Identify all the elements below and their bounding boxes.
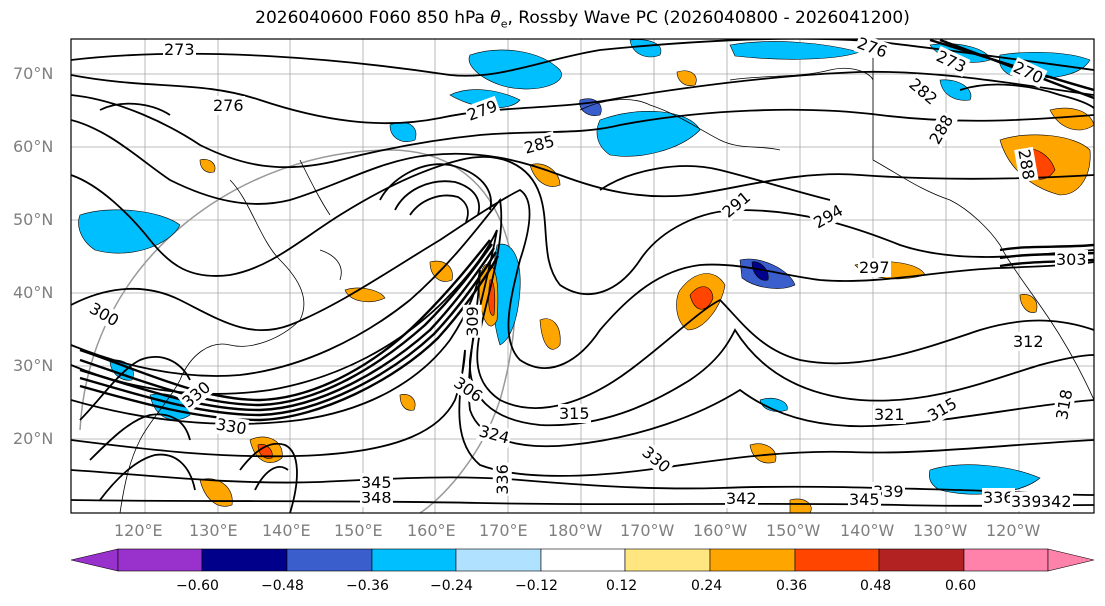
colorbar-tick: −0.24	[430, 578, 473, 594]
lon-label: 170°E	[479, 521, 528, 540]
lon-label: 170°W	[620, 521, 675, 540]
contour-label: 321	[873, 405, 906, 424]
colorbar-extend-high	[1047, 548, 1095, 572]
contour-lines	[71, 39, 1094, 513]
lon-label: 180°W	[548, 521, 603, 540]
lon-label: 150°W	[766, 521, 821, 540]
lon-label: 150°E	[334, 521, 383, 540]
colorbar-tick: −0.36	[346, 578, 389, 594]
colorbar-extend-low	[70, 548, 119, 572]
lon-label: 140°W	[840, 521, 895, 540]
lon-label: 120°W	[986, 521, 1041, 540]
contour-label: 315	[558, 404, 591, 423]
lon-label: 120°E	[114, 521, 163, 540]
contour-label: 345	[848, 490, 881, 509]
contour-label: 303	[1055, 250, 1088, 269]
contour-label: 336	[492, 463, 512, 496]
contour-label: 342	[1040, 492, 1073, 511]
lon-label: 160°E	[407, 521, 456, 540]
colorbar-tick: 0.24	[691, 578, 723, 594]
lat-label: 30°N	[13, 356, 54, 375]
lon-label: 160°W	[693, 521, 748, 540]
lat-label: 40°N	[13, 283, 54, 302]
contour-label: 345	[360, 473, 393, 492]
anomaly-shading	[78, 39, 1094, 513]
colorbar	[70, 548, 1095, 572]
chart-title: 2026040600 F060 850 hPa θe, Rossby Wave …	[255, 8, 910, 31]
lon-label: 130°W	[913, 521, 968, 540]
lat-label: 20°N	[13, 429, 54, 448]
lat-label: 70°N	[13, 64, 54, 83]
map-plot-area	[71, 39, 1094, 513]
lon-label: 140°E	[262, 521, 311, 540]
contour-label: 339	[1010, 492, 1043, 511]
coastlines	[119, 40, 1094, 513]
contour-label: 342	[725, 489, 758, 508]
colorbar-tick: 0.60	[945, 578, 977, 594]
colorbar-tick: 0.12	[606, 578, 638, 594]
contour-label: 276	[212, 96, 245, 115]
colorbar-tick: −0.48	[261, 578, 304, 594]
contour-label: 309	[462, 305, 482, 338]
colorbar-tick: 0.48	[860, 578, 892, 594]
colorbar-tick: −0.12	[515, 578, 558, 594]
lat-label: 50°N	[13, 210, 54, 229]
map-frame	[70, 38, 1095, 514]
contour-label: 336	[982, 488, 1015, 507]
contour-label: 297	[858, 258, 891, 277]
contour-label: 273	[163, 40, 196, 59]
contour-label: 312	[1012, 332, 1045, 351]
lon-label: 130°E	[189, 521, 238, 540]
contour-label: 348	[360, 488, 393, 507]
lat-label: 60°N	[13, 137, 54, 156]
colorbar-tick: 0.36	[776, 578, 808, 594]
colorbar-tick: −0.60	[176, 578, 219, 594]
